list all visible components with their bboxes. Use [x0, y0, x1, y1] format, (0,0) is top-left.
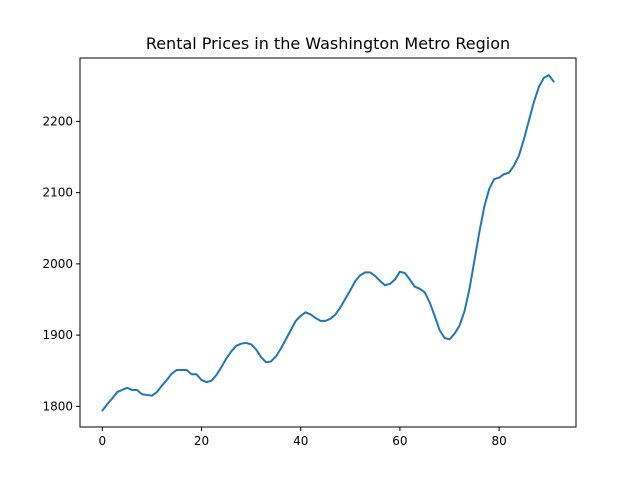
series-line-0: [101, 74, 555, 412]
x-axis: 0 20 40 60 80: [98, 427, 507, 448]
y-tick-label: 2100: [42, 186, 73, 200]
x-tick-label: 20: [194, 434, 209, 448]
chart-title: Rental Prices in the Washington Metro Re…: [146, 34, 510, 53]
y-tick-label: 1800: [42, 399, 73, 413]
x-tick-label: 80: [491, 434, 506, 448]
x-tick-label: 60: [392, 434, 407, 448]
x-tick-label: 0: [98, 434, 106, 448]
y-tick-label: 2200: [42, 114, 73, 128]
y-tick-label: 2000: [42, 257, 73, 271]
x-tick-label: 40: [293, 434, 308, 448]
y-axis: 1800 1900 2000 2100 2200: [42, 114, 80, 413]
y-tick-label: 1900: [42, 328, 73, 342]
plot-series: [101, 74, 555, 412]
plot-frame: [79, 57, 577, 428]
